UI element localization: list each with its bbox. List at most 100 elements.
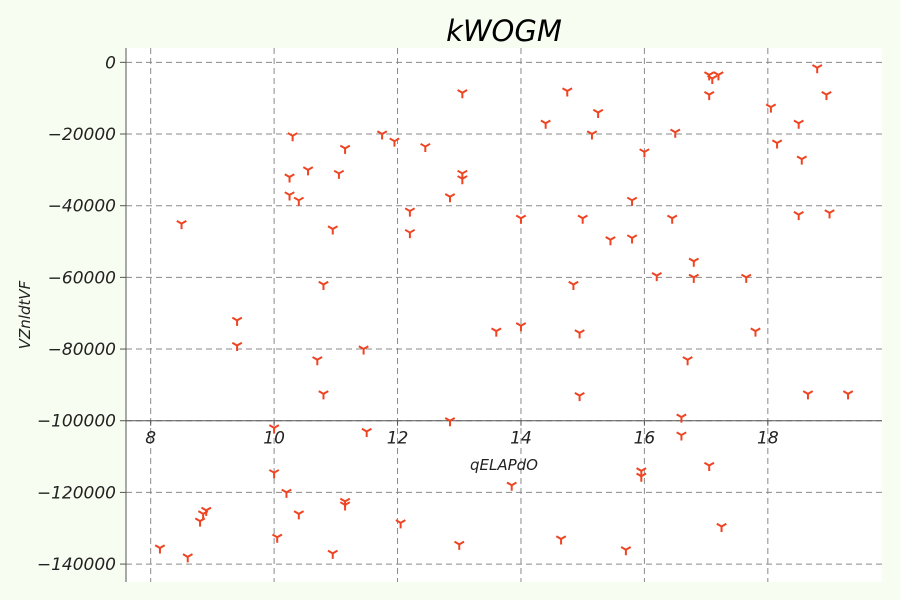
data-point [555, 535, 567, 545]
data-point [231, 316, 243, 326]
data-point [515, 214, 527, 224]
data-point [457, 175, 468, 185]
data-point [333, 169, 345, 179]
data-point [281, 488, 292, 498]
data-point [287, 132, 298, 142]
data-point [793, 119, 804, 129]
data-point [339, 501, 351, 511]
data-point [636, 472, 647, 482]
y-tick-label: −100000 [37, 412, 116, 432]
x-axis-label: qELAPdO [470, 456, 538, 474]
x-tick-label: 10 [263, 429, 285, 449]
data-point [574, 392, 585, 402]
data-point [182, 553, 193, 563]
data-point [626, 196, 638, 206]
data-point [361, 427, 372, 437]
data-point [666, 214, 678, 224]
data-point [404, 207, 416, 217]
data-point [318, 280, 329, 291]
data-point [669, 128, 681, 138]
data-point [268, 469, 280, 479]
data-point [327, 225, 339, 235]
x-tick-label: 16 [634, 429, 656, 449]
data-point [457, 89, 468, 99]
data-point [586, 130, 598, 140]
data-point [404, 228, 416, 239]
plot-area [126, 48, 882, 582]
data-point [688, 257, 700, 267]
data-point [506, 481, 517, 491]
y-axis-label: VZnldtVF [16, 280, 34, 349]
data-point [703, 461, 715, 472]
data-point [765, 103, 777, 113]
data-point [811, 64, 823, 74]
x-tick-label: 14 [510, 429, 532, 449]
data-point [540, 119, 551, 129]
data-point [293, 196, 305, 206]
data-point [577, 214, 588, 224]
data-point [821, 90, 832, 101]
data-point [651, 271, 663, 282]
data-point [420, 142, 431, 153]
data-point [802, 390, 814, 400]
data-point [713, 71, 724, 81]
data-point [376, 130, 388, 140]
y-tick-label: −20000 [48, 125, 116, 145]
data-point [561, 87, 573, 97]
data-point [293, 510, 305, 520]
data-point [568, 280, 579, 291]
y-tick-label: −40000 [48, 197, 116, 217]
y-tick-label: −60000 [48, 268, 116, 288]
data-point [626, 234, 638, 244]
data-point [395, 519, 406, 529]
data-point [688, 273, 700, 283]
data-point [339, 144, 351, 154]
data-point [676, 413, 687, 423]
data-point [284, 173, 295, 183]
data-point [231, 341, 243, 351]
data-point [176, 219, 187, 230]
data-point [750, 327, 761, 337]
data-point [592, 108, 604, 119]
data-point [574, 329, 585, 339]
data-point [284, 191, 295, 201]
x-tick-label: 18 [757, 429, 779, 449]
data-point [358, 345, 369, 355]
data-point [771, 139, 783, 149]
data-point [271, 533, 283, 543]
axes: 0 −20000 −40000 −60000 −80000 −100000 −120000 −… [37, 48, 882, 582]
y-tick-label: 0 [105, 53, 116, 73]
data-point [639, 148, 650, 158]
data-point [154, 544, 166, 554]
data-point [453, 540, 465, 550]
data-point [515, 322, 527, 332]
data-point [620, 546, 632, 556]
data-point [302, 166, 314, 176]
data-point [796, 155, 808, 165]
data-point [676, 431, 687, 441]
data-point [312, 356, 323, 366]
data-point [327, 549, 339, 559]
data-point [682, 356, 693, 366]
y-tick-label: −120000 [37, 483, 116, 503]
data-point [707, 74, 718, 84]
data-point [842, 390, 854, 400]
data-point [703, 90, 715, 101]
data-point [318, 390, 329, 400]
y-tick-label: −80000 [48, 340, 116, 360]
data-point [491, 327, 502, 337]
data-point [444, 193, 456, 203]
data-point [389, 137, 400, 147]
chart-title: kWOGM [446, 14, 562, 48]
data-points [154, 64, 854, 563]
data-point [200, 506, 212, 516]
data-point [716, 522, 727, 532]
y-tick-label: −140000 [37, 555, 116, 575]
data-point [268, 424, 280, 434]
data-point [824, 209, 835, 219]
data-point [793, 211, 804, 221]
data-point [605, 236, 616, 246]
x-tick-label: 12 [387, 429, 409, 449]
